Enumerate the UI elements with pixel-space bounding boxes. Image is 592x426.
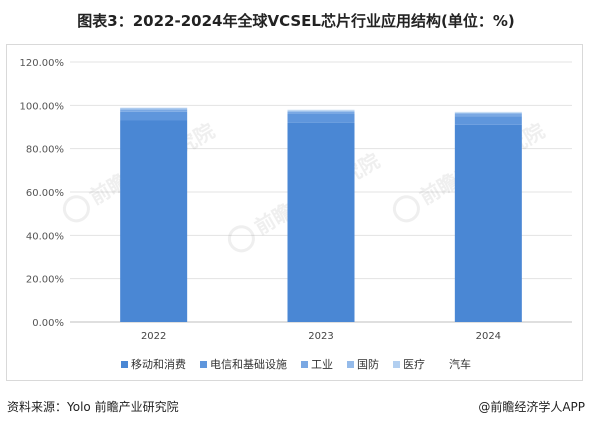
watermark-logo [392,195,420,223]
bar-2023-国防 [287,110,355,112]
legend-item: 国防 [347,356,379,372]
watermark-logo [227,225,255,253]
legend-swatch [439,361,446,368]
legend-item: 汽车 [439,356,471,372]
y-tick-label: 80.00% [26,145,64,156]
legend-swatch [301,360,308,368]
brand-credit: @前瞻经济学人APP [478,400,585,414]
chart-title: 图表3：2022-2024年全球VCSEL芯片行业应用结构(单位：%) [77,12,515,30]
bar-2024-工业 [454,114,522,117]
bar-2022-工业 [120,109,188,112]
legend-item: 医疗 [393,356,425,372]
bar-2024-电信和基础设施 [454,116,522,125]
bar-2023-工业 [287,111,355,114]
legend-swatch [393,360,400,368]
legend-swatch [347,360,354,368]
x-tick-label: 2022 [141,331,166,342]
legend-label: 汽车 [449,358,471,371]
source-note: 资料来源：Yolo 前瞻产业研究院 [7,400,179,414]
legend-item: 电信和基础设施 [200,356,287,372]
legend-label: 移动和消费 [131,358,186,371]
legend-label: 国防 [357,358,379,371]
legend-label: 电信和基础设施 [210,358,287,371]
legend-swatch [200,360,207,368]
bar-2022-国防 [120,108,188,110]
legend-label: 医疗 [403,358,425,371]
legend-item: 移动和消费 [121,356,186,372]
chart-legend: 移动和消费 电信和基础设施 工业 国防 医疗 汽车 [0,356,592,372]
y-tick-label: 20.00% [26,275,64,286]
bar-2023-移动和消费 [287,122,355,323]
y-tick-label: 60.00% [26,188,64,199]
legend-swatch [121,360,128,368]
legend-label: 工业 [311,358,333,371]
bar-2024-国防 [454,112,522,114]
bar-2022-电信和基础设施 [120,111,188,121]
bar-2024-医疗 [454,112,522,113]
bar-2022-移动和消费 [120,120,188,322]
bar-2023-医疗 [287,110,355,111]
chart-frame [6,44,583,381]
x-tick-label: 2024 [476,331,501,342]
y-tick-label: 120.00% [20,58,65,69]
bar-2024-移动和消费 [454,124,522,322]
bar-2023-电信和基础设施 [287,114,355,123]
y-tick-label: 0.00% [32,318,64,329]
y-tick-label: 100.00% [20,101,65,112]
legend-item: 工业 [301,356,333,372]
watermark-logo [62,195,90,223]
bar-2022-医疗 [120,107,188,109]
x-tick-label: 2023 [308,331,333,342]
y-tick-label: 40.00% [26,231,64,242]
